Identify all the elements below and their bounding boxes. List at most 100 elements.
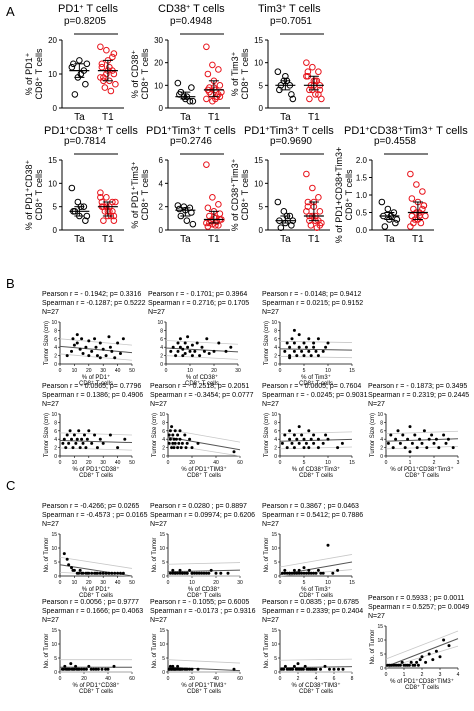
x-tick-label: 0	[279, 368, 282, 374]
data-point	[176, 446, 180, 450]
data-point	[188, 667, 192, 671]
data-point-t1	[209, 194, 216, 201]
stat-line: Pearson r = 0.0280 ; p= 0.8897	[150, 503, 247, 510]
data-point	[177, 441, 181, 445]
data-point-t1	[203, 43, 210, 51]
data-point	[290, 571, 294, 575]
data-point-t1	[103, 46, 110, 54]
data-point	[90, 349, 94, 353]
data-point	[295, 437, 299, 441]
data-point	[178, 345, 182, 349]
stat-line: Spearman r = 0.5412; p= 0.7886	[262, 512, 363, 519]
x-tick-label: 50	[129, 580, 135, 586]
stat-line: N=27	[262, 309, 279, 316]
stat-line: Pearson r = 0.0835 ; p= 0.6785	[262, 599, 359, 606]
stat-line: Spearman r = 0.2716; p= 0.1705	[148, 300, 249, 307]
y-tick-label: 10	[254, 179, 263, 188]
data-point-t1	[417, 219, 425, 227]
data-point	[84, 345, 88, 349]
x-tick-label: 30	[235, 368, 241, 374]
data-point-ta	[392, 219, 399, 227]
correlation-plot-c5: Pearson r = - 0.1055; p= 0.6005 Spearman …	[150, 599, 256, 695]
data-point	[418, 437, 422, 441]
x-tick-label: 0	[59, 580, 62, 586]
data-point	[96, 667, 100, 671]
y-axis-label: CD8⁺ T cells	[34, 169, 44, 220]
data-point	[200, 571, 204, 575]
data-point	[180, 667, 184, 671]
data-point	[292, 349, 296, 353]
x-tick-label: 40	[115, 368, 121, 374]
y-axis-label: CD8⁺ T cells	[34, 48, 44, 99]
data-point	[168, 437, 172, 441]
y-tick-label: 10	[377, 412, 383, 418]
data-point	[75, 341, 79, 345]
data-point	[438, 655, 442, 659]
x-tick-label: 0	[279, 580, 282, 586]
data-point	[283, 568, 287, 572]
data-point	[67, 441, 71, 445]
data-point	[183, 341, 187, 345]
data-point	[171, 664, 175, 668]
data-point-ta	[189, 220, 197, 228]
data-point	[309, 571, 313, 575]
data-point	[285, 571, 289, 575]
category-label: Ta	[180, 234, 191, 245]
data-point	[292, 341, 296, 345]
data-point	[316, 568, 320, 572]
stat-line: N=27	[42, 401, 59, 408]
x-tick-label: 20	[81, 676, 87, 682]
chart-title: PD1+ T cells	[58, 3, 118, 15]
data-point	[71, 337, 75, 341]
correlation-plot-c1: Pearson r = -0.4266; p= 0.0265 Spearman r…	[42, 503, 148, 599]
data-point	[171, 345, 175, 349]
y-tick-label: 10	[159, 642, 165, 648]
data-point-t1	[109, 208, 116, 215]
x-tick-label: 2	[421, 672, 424, 678]
stat-line: N=27	[368, 613, 385, 620]
data-point	[434, 649, 438, 653]
y-tick-label: 15	[48, 156, 57, 165]
data-point	[174, 354, 178, 358]
stat-line: Spearman r = 0.1666; p= 0.4063	[42, 608, 143, 615]
y-tick-label: 10	[51, 546, 57, 552]
y-tick-label: 4	[162, 437, 165, 443]
data-point	[171, 568, 175, 572]
data-point	[67, 563, 71, 567]
data-point-t1	[318, 95, 325, 103]
data-point	[341, 667, 345, 671]
data-point-t1	[216, 82, 224, 89]
data-point	[283, 664, 287, 668]
y-tick-label: 5	[259, 203, 264, 212]
stat-line: Pearson r = - 0.1942; p= 0.3316	[42, 291, 141, 298]
x-tick-label: 30	[100, 580, 106, 586]
data-point	[302, 341, 306, 345]
regression-line	[279, 666, 353, 669]
x-tick-label: 20	[86, 580, 92, 586]
data-point-t1	[109, 53, 116, 61]
data-point	[68, 667, 72, 671]
y-axis-label: % of PD1⁺	[24, 52, 34, 95]
data-point-ta	[384, 205, 392, 213]
y-tick-label: 10	[157, 320, 163, 326]
y-axis-label: Tumor Size (cm)	[264, 321, 270, 365]
data-point	[118, 352, 122, 355]
data-point	[183, 433, 187, 437]
stat-line: Pearson r = -0.4266; p= 0.0265	[42, 503, 139, 510]
confidence-band-lower	[59, 353, 133, 361]
data-point	[297, 568, 301, 572]
x-tick-label: 20	[189, 460, 195, 466]
data-point-t1	[106, 63, 113, 71]
y-axis-label: % of PD1+CD38+Tim3+	[334, 147, 344, 243]
data-point-t1	[309, 184, 316, 192]
data-point	[100, 667, 104, 671]
data-point	[98, 356, 102, 360]
data-point	[283, 433, 287, 437]
data-point	[326, 437, 330, 441]
x-tick-label: 10	[189, 580, 195, 586]
data-point	[316, 437, 320, 441]
y-tick-label: 4	[274, 345, 277, 351]
confidence-band-lower	[165, 355, 239, 360]
data-point	[116, 446, 120, 450]
y-axis-label: No. of Tumor	[44, 538, 50, 573]
